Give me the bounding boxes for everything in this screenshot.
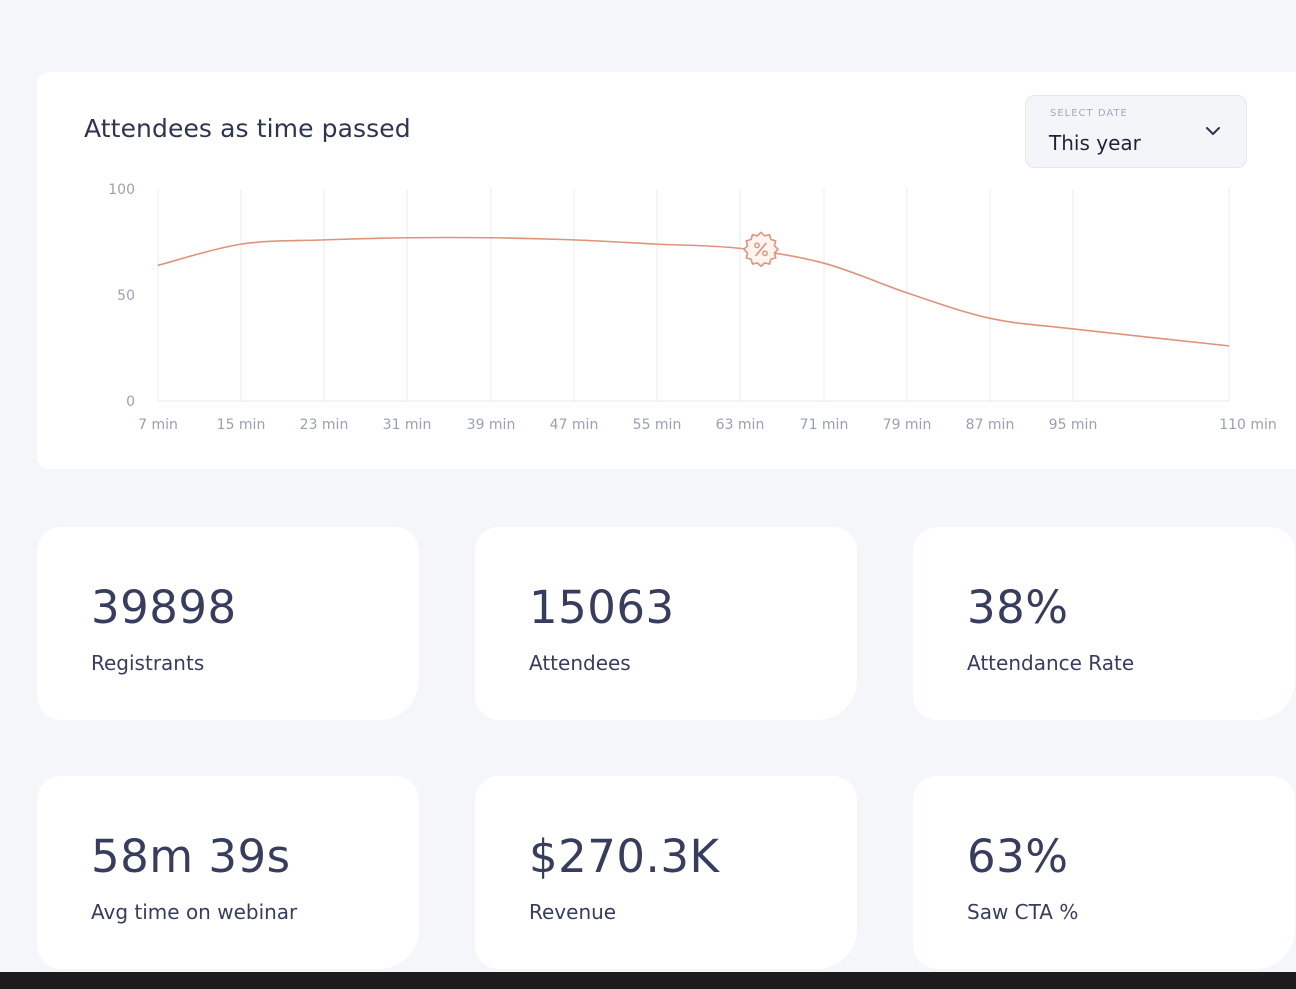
stat-card-avg-time: 58m 39s Avg time on webinar xyxy=(37,776,419,969)
date-select-label: SELECT DATE xyxy=(1050,108,1128,119)
chart-title: Attendees as time passed xyxy=(84,114,411,143)
stat-label: Revenue xyxy=(529,900,617,924)
stat-label: Avg time on webinar xyxy=(91,900,298,924)
stat-value: 38% xyxy=(967,581,1069,634)
x-tick-label: 95 min xyxy=(1049,417,1098,433)
line-chart: 7 min 15 min 23 min 31 min 39 min 47 min 55 mi… xyxy=(108,182,1277,433)
date-select[interactable]: SELECT DATE This year xyxy=(1025,95,1247,168)
x-tick-label: 7 min xyxy=(138,417,178,433)
percent-badge-icon[interactable] xyxy=(743,231,779,268)
x-tick-label: 79 min xyxy=(883,417,932,433)
stat-label: Saw CTA % xyxy=(967,900,1079,924)
stat-value: 39898 xyxy=(91,581,237,634)
stat-value: 63% xyxy=(967,830,1069,883)
x-tick-label: 47 min xyxy=(550,417,599,433)
date-select-value: This year xyxy=(1049,131,1141,155)
x-tick-label: 31 min xyxy=(383,417,432,433)
stat-value: 15063 xyxy=(529,581,675,634)
stat-value: 58m 39s xyxy=(91,830,291,883)
x-tick-label: 63 min xyxy=(716,417,765,433)
chevron-down-icon xyxy=(1206,127,1220,135)
x-tick-label: 39 min xyxy=(467,417,516,433)
x-tick-label: 23 min xyxy=(300,417,349,433)
x-tick-label: 55 min xyxy=(633,417,682,433)
stat-card-registrants: 39898 Registrants xyxy=(37,527,419,720)
stat-card-revenue: $270.3K Revenue xyxy=(475,776,857,969)
y-tick-label: 100 xyxy=(108,182,135,198)
stat-card-attendees: 15063 Attendees xyxy=(475,527,857,720)
y-tick-label: 0 xyxy=(126,394,135,410)
x-tick-label: 110 min xyxy=(1219,417,1277,433)
stat-label: Registrants xyxy=(91,651,205,675)
bottom-bar xyxy=(0,972,1296,989)
x-tick-label: 15 min xyxy=(217,417,266,433)
stat-label: Attendees xyxy=(529,651,631,675)
stat-card-attendance-rate: 38% Attendance Rate xyxy=(913,527,1295,720)
chart-card: Attendees as time passed SELECT DATE Thi… xyxy=(37,72,1296,469)
y-tick-label: 50 xyxy=(117,288,135,304)
series-line xyxy=(157,236,1230,347)
x-tick-label: 87 min xyxy=(966,417,1015,433)
stat-label: Attendance Rate xyxy=(967,651,1135,675)
stat-value: $270.3K xyxy=(529,830,720,883)
x-tick-label: 71 min xyxy=(800,417,849,433)
stat-card-saw-cta: 63% Saw CTA % xyxy=(913,776,1295,969)
